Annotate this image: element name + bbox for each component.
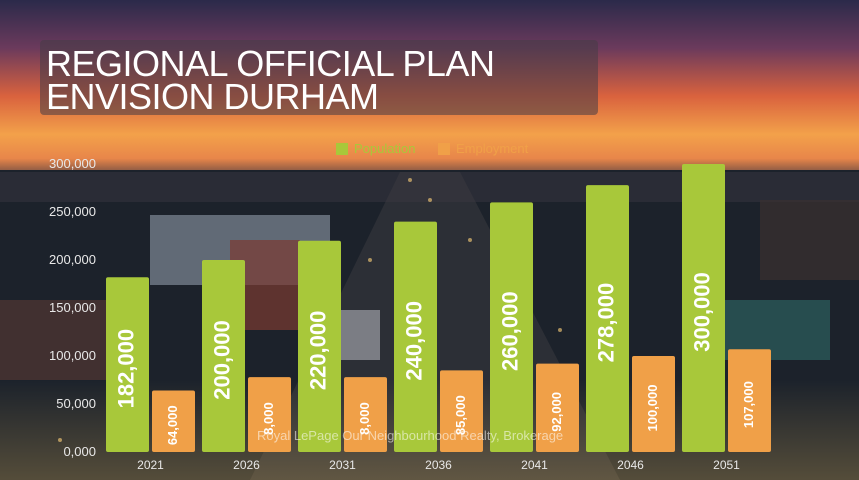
y-tick-label: 50,000 bbox=[56, 396, 96, 411]
x-tick-label: 2046 bbox=[617, 458, 644, 472]
employment-bar-2031 bbox=[344, 377, 387, 452]
employment-bar-2021 bbox=[152, 390, 195, 452]
legend: Population Employment bbox=[336, 141, 529, 156]
y-tick-label: 100,000 bbox=[49, 348, 96, 363]
x-tick-label: 2041 bbox=[521, 458, 548, 472]
x-tick-label: 2051 bbox=[713, 458, 740, 472]
y-axis: 0,000 50,000 100,000 150,000 200,000 250,000 3… bbox=[49, 156, 96, 459]
employment-value-label-2026: 8,000 bbox=[261, 402, 276, 435]
population-value-label-2051: 300,000 bbox=[689, 272, 714, 352]
title-line-2: ENVISION DURHAM bbox=[46, 76, 379, 117]
population-bar-2021 bbox=[106, 277, 149, 452]
population-value-label-2031: 220,000 bbox=[305, 311, 330, 391]
population-bar-2036 bbox=[394, 221, 437, 452]
population-value-label-2036: 240,000 bbox=[401, 301, 426, 381]
x-tick-label: 2026 bbox=[233, 458, 260, 472]
title-banner bbox=[40, 40, 598, 115]
population-bar-2031 bbox=[298, 240, 341, 452]
population-bar-2026 bbox=[202, 260, 245, 452]
legend-label-population: Population bbox=[354, 141, 415, 156]
employment-bar-2036 bbox=[440, 370, 483, 452]
bars: 182,000 64,000 200,000 8,000 220,000 8,000 240… bbox=[106, 164, 771, 452]
x-axis: 2021 2026 2031 2036 2041 2046 2051 bbox=[137, 458, 740, 472]
employment-bar-2026 bbox=[248, 377, 291, 452]
legend-swatch-population bbox=[336, 143, 348, 155]
watermark: Royal LePage Our Neighbourhood Realty, B… bbox=[257, 428, 564, 443]
y-tick-label: 150,000 bbox=[49, 300, 96, 315]
employment-value-label-2046: 100,000 bbox=[645, 385, 660, 432]
y-tick-label: 300,000 bbox=[49, 156, 96, 171]
title-line-1: REGIONAL OFFICIAL PLAN bbox=[46, 43, 495, 84]
employment-value-label-2031: 8,000 bbox=[357, 402, 372, 435]
employment-bar-2046 bbox=[632, 356, 675, 452]
y-tick-label: 250,000 bbox=[49, 204, 96, 219]
x-tick-label: 2031 bbox=[329, 458, 356, 472]
employment-bar-2051 bbox=[728, 349, 771, 452]
employment-value-label-2021: 64,000 bbox=[165, 405, 180, 445]
population-bar-2041 bbox=[490, 202, 533, 452]
population-value-label-2021: 182,000 bbox=[113, 329, 138, 409]
population-bar-2046 bbox=[586, 185, 629, 452]
employment-bar-2041 bbox=[536, 363, 579, 452]
population-bar-2051 bbox=[682, 164, 725, 452]
x-tick-label: 2036 bbox=[425, 458, 452, 472]
employment-value-label-2036: 85,000 bbox=[453, 395, 468, 435]
legend-swatch-employment bbox=[438, 143, 450, 155]
population-value-label-2026: 200,000 bbox=[209, 320, 234, 400]
y-tick-label: 200,000 bbox=[49, 252, 96, 267]
employment-value-label-2051: 107,000 bbox=[741, 381, 756, 428]
legend-label-employment: Employment bbox=[456, 141, 529, 156]
x-tick-label: 2021 bbox=[137, 458, 164, 472]
y-tick-label: 0,000 bbox=[63, 444, 96, 459]
population-value-label-2041: 260,000 bbox=[497, 291, 522, 371]
population-value-label-2046: 278,000 bbox=[593, 283, 618, 363]
employment-value-label-2041: 92,000 bbox=[549, 392, 564, 432]
